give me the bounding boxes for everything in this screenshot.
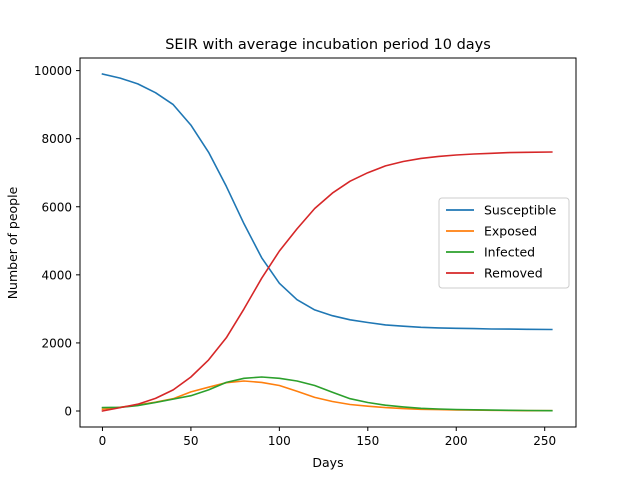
x-tick-label: 150 [356, 434, 379, 448]
series-line-removed [101, 151, 553, 412]
legend-label-infected: Infected [484, 245, 535, 260]
legend-box [438, 197, 570, 289]
chart-title: SEIR with average incubation period 10 d… [165, 37, 491, 53]
x-tick-label: 200 [445, 434, 468, 448]
y-tick-label: 10000 [34, 64, 72, 78]
y-ticks: 0 2000 4000 6000 8000 10000 [34, 64, 80, 419]
legend-label-exposed: Exposed [484, 224, 537, 239]
legend-label-susceptible: Susceptible [484, 203, 557, 218]
series-line-infected [101, 376, 553, 412]
x-axis-label: Days [312, 455, 343, 470]
legend-items: Susceptible Exposed Infected Removed [446, 203, 557, 281]
y-tick-label: 6000 [41, 200, 72, 214]
x-tick-label: 100 [268, 434, 291, 448]
y-tick-label: 4000 [41, 268, 72, 282]
legend: Susceptible Exposed Infected Removed [438, 197, 570, 289]
series-line-exposed [101, 380, 553, 412]
y-tick-label: 0 [64, 405, 72, 419]
y-tick-label: 2000 [41, 336, 72, 350]
x-tick-label: 250 [533, 434, 556, 448]
y-axis-label: Number of people [5, 186, 20, 299]
y-tick-label: 8000 [41, 132, 72, 146]
x-ticks: 0 50 100 150 200 250 [99, 427, 556, 448]
series-layer [101, 73, 553, 412]
plot-frame [79, 57, 577, 428]
x-tick-label: 0 [99, 434, 107, 448]
legend-label-removed: Removed [484, 266, 543, 281]
x-tick-label: 50 [183, 434, 198, 448]
series-line-susceptible [101, 73, 553, 331]
